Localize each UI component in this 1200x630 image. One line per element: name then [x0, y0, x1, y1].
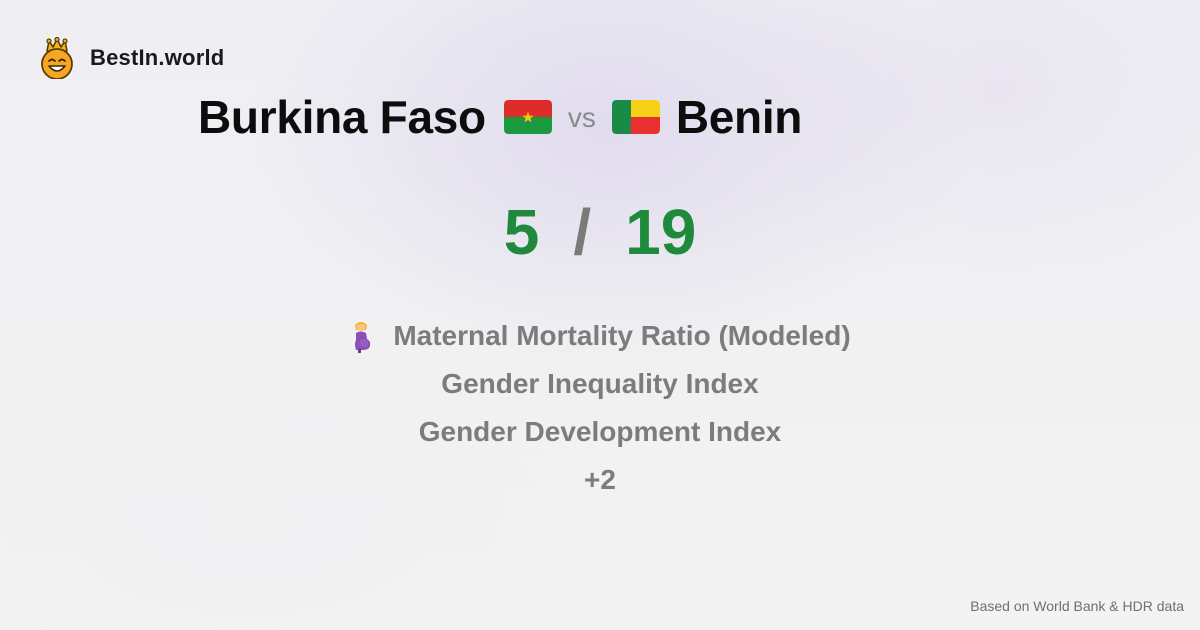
crowned-smiley-icon: [41, 37, 73, 79]
metric-list: Maternal Mortality Ratio (Modeled) Gende…: [0, 312, 1200, 504]
score: 5 / 19: [0, 194, 1200, 270]
metric-item[interactable]: Maternal Mortality Ratio (Modeled): [0, 312, 1200, 360]
metric-item[interactable]: Gender Development Index: [0, 408, 1200, 456]
metric-item[interactable]: Gender Inequality Index: [0, 360, 1200, 408]
more-metrics-count[interactable]: +2: [0, 456, 1200, 504]
score-left: 5: [503, 196, 540, 268]
vs-label: vs: [567, 102, 596, 133]
metric-label: Gender Development Index: [418, 416, 782, 447]
country-right-name[interactable]: Benin: [675, 91, 803, 143]
score-separator: /: [573, 196, 592, 268]
country-left-name[interactable]: Burkina Faso: [198, 91, 486, 143]
data-source-note: Based on World Bank & HDR data: [970, 598, 1184, 614]
metric-label: Gender Inequality Index: [441, 368, 759, 399]
metric-label: Maternal Mortality Ratio (Modeled): [393, 320, 851, 351]
brand-name: BestIn.world: [90, 45, 225, 70]
brand-logo[interactable]: BestIn.world: [38, 36, 224, 80]
pregnant-woman-icon: [355, 322, 371, 353]
comparison-title: Burkina Faso vs Benin: [198, 86, 802, 148]
burkina-faso-flag-icon: [503, 100, 552, 134]
more-metrics-label: +2: [584, 464, 616, 495]
score-right: 19: [625, 196, 697, 268]
benin-flag-icon: [611, 100, 660, 134]
